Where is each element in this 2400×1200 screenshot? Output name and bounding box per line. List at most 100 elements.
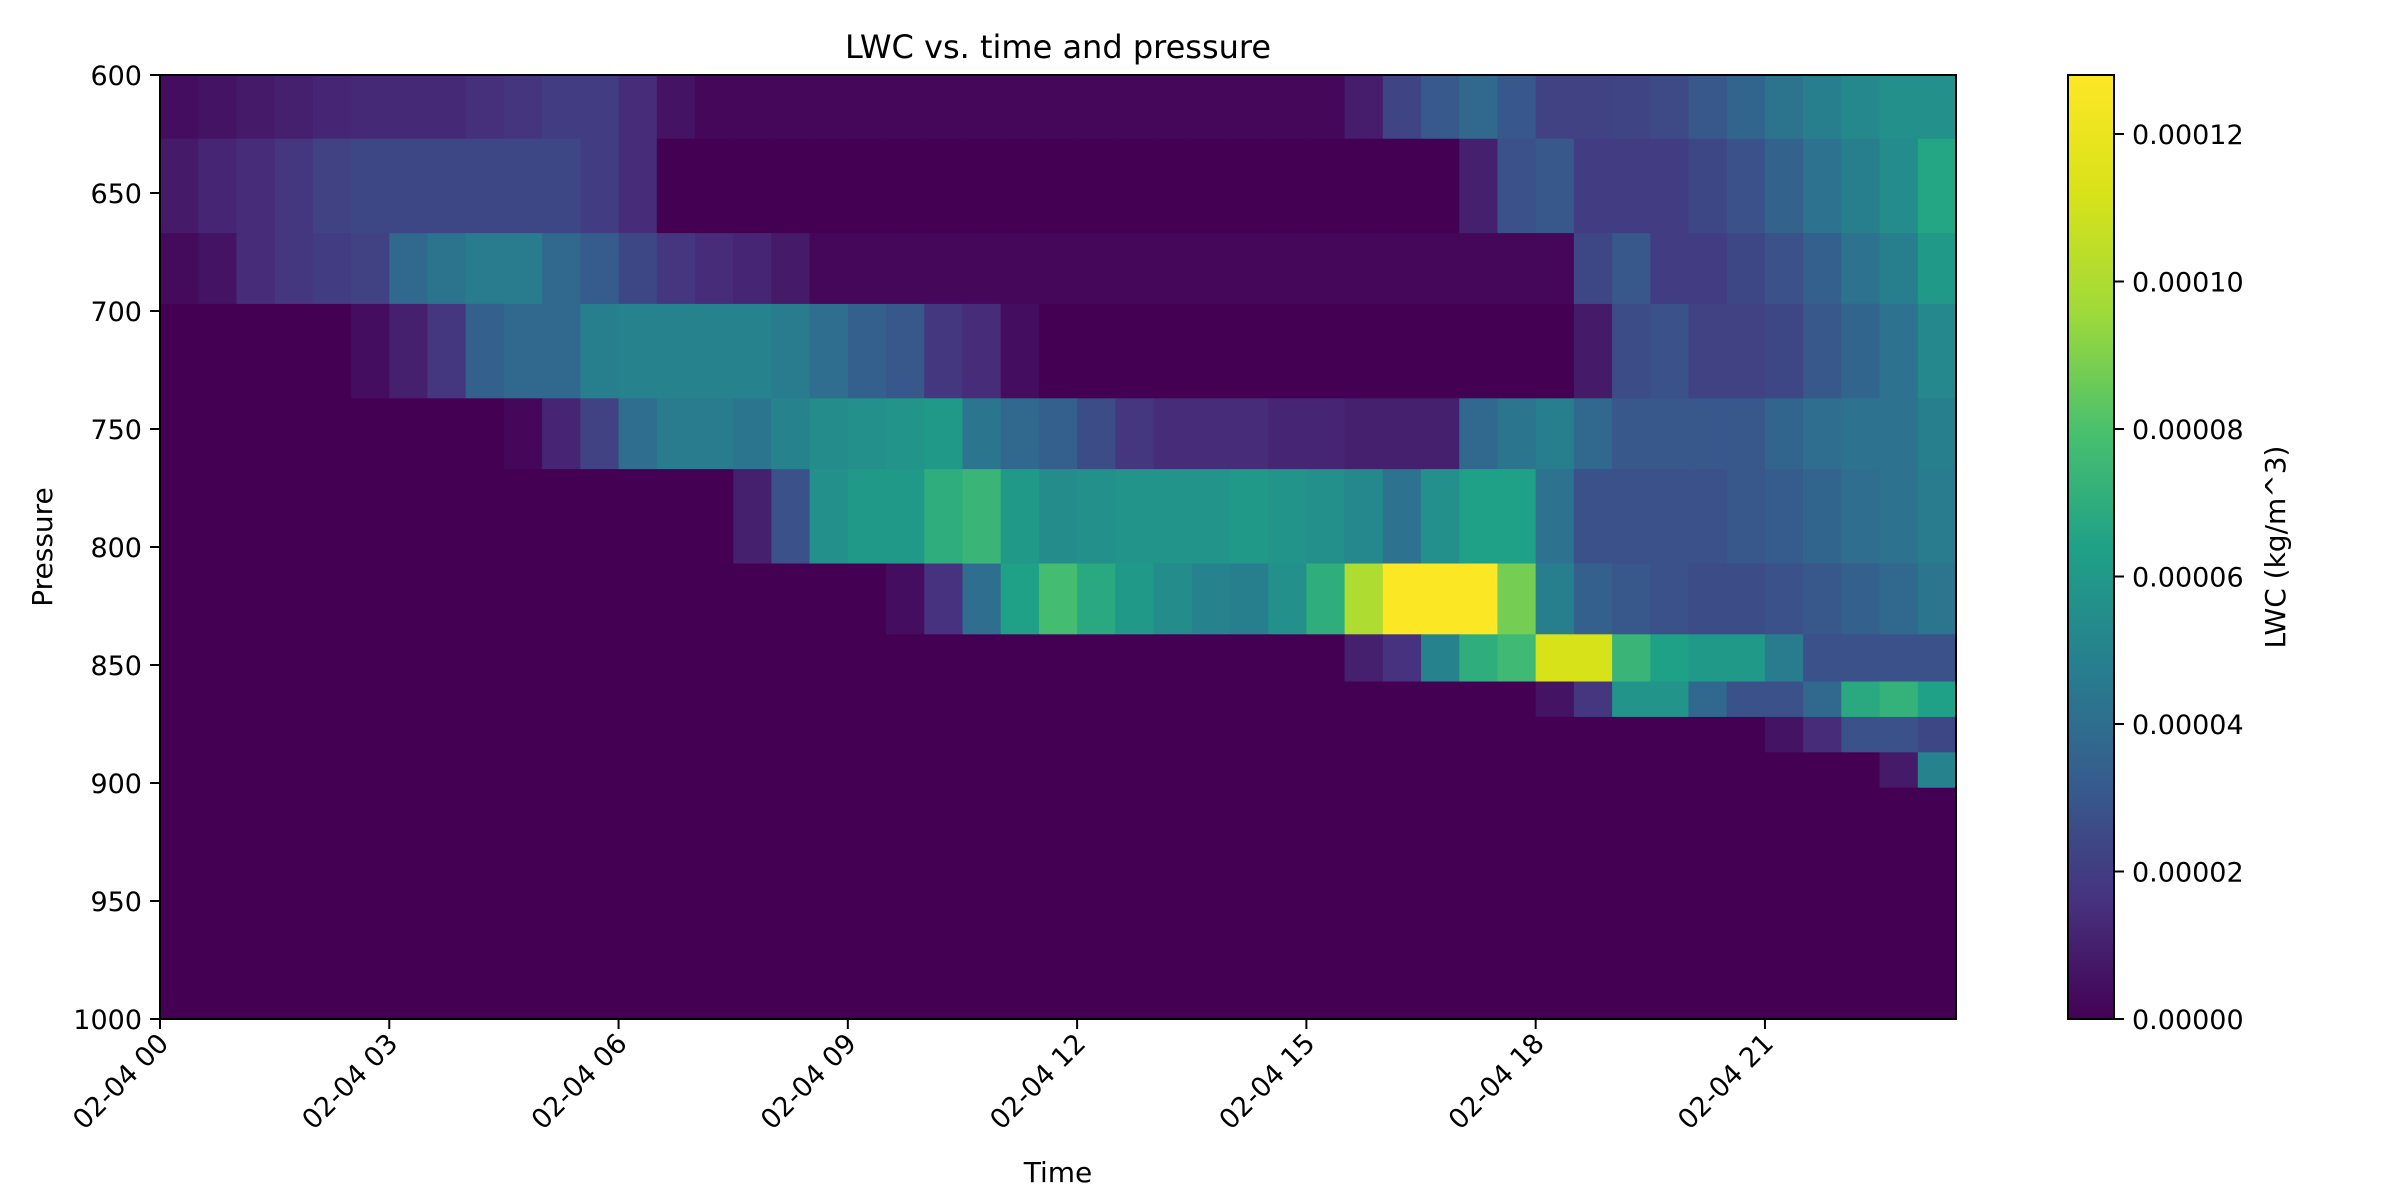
- heatmap-cell: [542, 469, 581, 565]
- heatmap-cell: [236, 303, 276, 399]
- heatmap-cell: [733, 233, 772, 305]
- heatmap-cell: [503, 752, 543, 789]
- heatmap-cell: [1726, 787, 1766, 1020]
- heatmap-cell: [1459, 634, 1499, 683]
- heatmap-cell: [1268, 752, 1307, 789]
- heatmap-cell: [1612, 398, 1651, 470]
- heatmap-cell: [733, 634, 772, 683]
- heatmap-cell: [1573, 787, 1613, 1020]
- heatmap-cell: [656, 469, 696, 565]
- heatmap-cell: [924, 75, 964, 140]
- heatmap-cell: [809, 233, 849, 305]
- heatmap-cell: [1421, 233, 1460, 305]
- y-tick-label: 950: [90, 887, 142, 918]
- heatmap-cell: [1612, 138, 1651, 234]
- heatmap-cell: [1229, 563, 1269, 635]
- heatmap-cell: [1115, 138, 1155, 234]
- heatmap-cell: [1000, 75, 1040, 140]
- heatmap-cell: [886, 138, 925, 234]
- heatmap-cell: [1344, 233, 1384, 305]
- heatmap-cell: [1382, 716, 1422, 753]
- heatmap-cell: [809, 138, 849, 234]
- heatmap-cell: [924, 469, 964, 565]
- heatmap-cell: [962, 787, 1002, 1020]
- heatmap-cell: [1038, 398, 1078, 470]
- heatmap-cell: [847, 75, 887, 140]
- heatmap-cell: [427, 716, 467, 753]
- heatmap-cell: [1421, 752, 1460, 789]
- heatmap-cell: [1077, 634, 1116, 683]
- heatmap-cell: [1612, 634, 1651, 683]
- heatmap-cell: [962, 634, 1002, 683]
- heatmap-cell: [1191, 469, 1231, 565]
- heatmap-cell: [542, 563, 581, 635]
- heatmap-cell: [1344, 752, 1384, 789]
- heatmap-cell: [733, 469, 772, 565]
- heatmap-cell: [1764, 303, 1804, 399]
- heatmap-cell: [1803, 787, 1842, 1020]
- x-tick-label: 02-04 09: [755, 1028, 863, 1136]
- heatmap-cell: [1497, 398, 1537, 470]
- heatmap-cell: [542, 634, 581, 683]
- heatmap-cell: [1573, 303, 1613, 399]
- heatmap-cell: [1535, 716, 1575, 753]
- heatmap-cell: [1803, 681, 1842, 718]
- heatmap-cell: [1841, 752, 1881, 789]
- heatmap-cell: [1535, 681, 1575, 718]
- heatmap-cell: [1497, 681, 1537, 718]
- heatmap-cell: [924, 138, 964, 234]
- heatmap-cell: [1344, 469, 1384, 565]
- heatmap-cell: [962, 469, 1002, 565]
- heatmap-cell: [198, 563, 238, 635]
- heatmap-cell: [503, 469, 543, 565]
- heatmap-cell: [465, 398, 505, 470]
- heatmap-cell: [847, 752, 887, 789]
- heatmap-cell: [351, 303, 390, 399]
- heatmap-cell: [1077, 681, 1116, 718]
- heatmap-cell: [1344, 303, 1384, 399]
- y-tick-label: 850: [90, 651, 142, 682]
- heatmap-cell: [809, 752, 849, 789]
- heatmap-cell: [1115, 716, 1155, 753]
- heatmap-cell: [389, 398, 429, 470]
- y-axis-label: Pressure: [26, 487, 59, 607]
- heatmap-cell: [389, 563, 429, 635]
- heatmap-cell: [1764, 752, 1804, 789]
- heatmap-cell: [1153, 138, 1193, 234]
- heatmap-cell: [962, 138, 1002, 234]
- heatmap-cell: [1841, 398, 1881, 470]
- heatmap-cell: [1803, 634, 1842, 683]
- heatmap-cell: [1650, 634, 1690, 683]
- heatmap-cell: [580, 681, 620, 718]
- heatmap-cell: [1000, 634, 1040, 683]
- heatmap-cell: [771, 398, 811, 470]
- heatmap-cell: [1726, 469, 1766, 565]
- heatmap-cell: [236, 681, 276, 718]
- heatmap-cell: [1612, 752, 1651, 789]
- heatmap-cell: [886, 75, 925, 140]
- heatmap-cell: [1153, 303, 1193, 399]
- heatmap-cell: [1688, 563, 1728, 635]
- heatmap-cell: [656, 563, 696, 635]
- heatmap-cell: [618, 233, 658, 305]
- heatmap-cell: [1344, 787, 1384, 1020]
- x-tick-label: 02-04 06: [526, 1028, 634, 1136]
- heatmap-cell: [1612, 233, 1651, 305]
- heatmap-cell: [312, 75, 352, 140]
- heatmap-cell: [809, 469, 849, 565]
- heatmap-cell: [1077, 563, 1116, 635]
- heatmap-cell: [580, 716, 620, 753]
- colorbar-tick-label: 0.00002: [2132, 858, 2244, 889]
- y-tick-label: 600: [90, 61, 142, 92]
- heatmap-cell: [236, 469, 276, 565]
- heatmap-cell: [1879, 233, 1919, 305]
- heatmap-cell: [1497, 303, 1537, 399]
- heatmap-cell: [1497, 469, 1537, 565]
- heatmap-cell: [886, 303, 925, 399]
- heatmap-cell: [1038, 563, 1078, 635]
- heatmap-cell: [1879, 681, 1919, 718]
- heatmap-cell: [1917, 469, 1957, 565]
- heatmap-cell: [198, 75, 238, 140]
- heatmap-cell: [847, 303, 887, 399]
- chart-title: LWC vs. time and pressure: [845, 28, 1271, 66]
